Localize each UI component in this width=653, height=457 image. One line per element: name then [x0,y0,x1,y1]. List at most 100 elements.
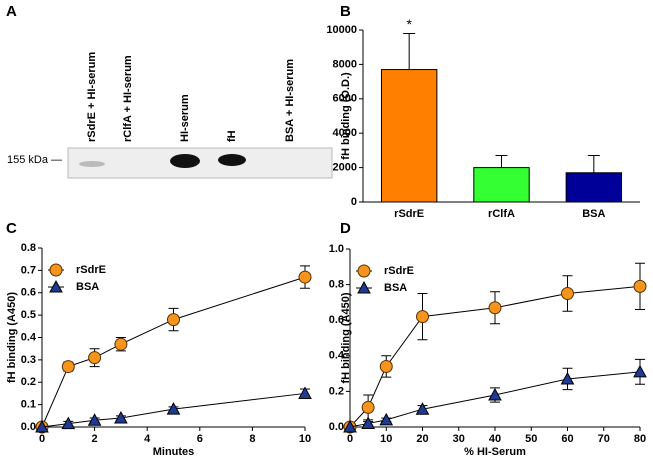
marker [343,419,357,433]
x-tick-label: 50 [525,433,537,445]
y-tick-label: 1.0 [329,243,344,255]
marker [61,416,76,430]
y-tick-label: 0.3 [21,354,36,366]
y-tick-label: 0.0 [329,421,344,433]
panel-label: B [340,3,351,20]
legend-label: rSdrE [384,265,414,277]
marker [561,287,574,300]
marker [87,413,102,426]
marker [114,337,128,351]
y-tick-label: 0.4 [21,331,37,343]
marker [416,310,429,324]
panel-label: C [6,220,17,237]
error-bar [587,155,600,173]
y-tick-label: 0.2 [329,385,344,397]
marker [415,402,430,415]
marker [35,419,49,433]
marker [298,386,312,399]
legend-label: BSA [76,281,99,293]
y-tick-label: 0.8 [329,279,344,291]
x-tick-label: 2 [92,433,98,445]
x-tick-label: 10 [380,433,392,445]
y-axis-label: fH binding (A450) [6,292,18,383]
lane-label: BSA + HI-serum [284,59,296,142]
lane-label: rClfA + HI-serum [122,55,134,142]
x-tick-label: 6 [197,433,203,445]
legend-marker [49,263,63,277]
bar [380,69,438,203]
y-tick-label: 0.2 [21,376,36,388]
x-tick-label: 0 [347,433,353,445]
y-tick-label: 0.7 [21,264,36,276]
x-tick-label: 10 [299,433,311,445]
legend-marker [357,280,371,294]
y-tick-label: 6000 [333,93,357,105]
marker [361,400,375,414]
x-tick-label: 0 [39,433,45,445]
marker [379,412,394,426]
x-tick-label: 8 [249,433,255,445]
marker [167,313,180,327]
y-axis-label: fH binding (O.D.) [340,72,352,160]
marker-label: 155 kDa — [7,154,62,166]
y-tick-label: 0.0 [21,421,36,433]
y-tick-label: 2000 [333,162,357,174]
marker [114,411,128,424]
x-axis-label: % HI-Serum [464,446,526,457]
y-tick-label: 8000 [333,58,357,70]
marker [361,416,375,429]
lane-label: fH [226,130,238,142]
bar [565,172,623,203]
y-tick-label: 0.1 [21,399,36,411]
blot-membrane [67,147,333,179]
blot-band [218,154,246,166]
x-tick-label: 30 [453,433,465,445]
y-tick-label: 0.5 [21,309,36,321]
error-bar [495,155,508,168]
marker [298,270,312,284]
legend-label: BSA [384,282,407,294]
y-tick-label: 0 [351,196,357,208]
x-tick-label: 4 [144,433,151,445]
x-tick-label: rClfA [488,208,515,220]
lane-label: HI-serum [179,94,191,142]
lane-label: rSdrE + HI-serum [86,52,98,142]
y-tick-label: 0.8 [21,242,36,254]
y-axis-label: fH binding (A450) [340,292,352,383]
panel-label: D [340,220,351,237]
series-line [41,392,306,428]
annotation: * [406,16,412,32]
x-tick-label: 40 [489,433,501,445]
series-line [41,276,306,428]
marker [633,364,647,378]
x-tick-label: 60 [561,433,573,445]
x-axis-label: Minutes [153,446,195,457]
blot-band [79,161,105,167]
legend-marker [357,264,371,278]
x-tick-label: BSA [582,208,605,220]
y-tick-label: 0.4 [329,350,345,362]
bar [473,167,530,203]
marker [488,301,502,315]
y-tick-label: 0.6 [21,287,36,299]
legend-label: rSdrE [76,264,106,276]
x-tick-label: 70 [598,433,610,445]
marker [88,351,102,365]
x-tick-label: 20 [416,433,428,445]
marker [61,360,75,374]
x-tick-label: rSdrE [394,208,424,220]
y-tick-label: 4000 [333,127,357,139]
blot-band [170,154,200,168]
y-tick-label: 10000 [326,24,357,36]
marker [379,359,393,373]
legend-marker [49,279,63,293]
marker [633,279,647,293]
error-bar [403,32,416,70]
panel-label: A [6,3,17,20]
marker [488,387,502,401]
y-tick-label: 0.6 [329,314,344,326]
marker [560,371,575,385]
x-tick-label: 80 [634,433,646,445]
marker [166,402,181,415]
